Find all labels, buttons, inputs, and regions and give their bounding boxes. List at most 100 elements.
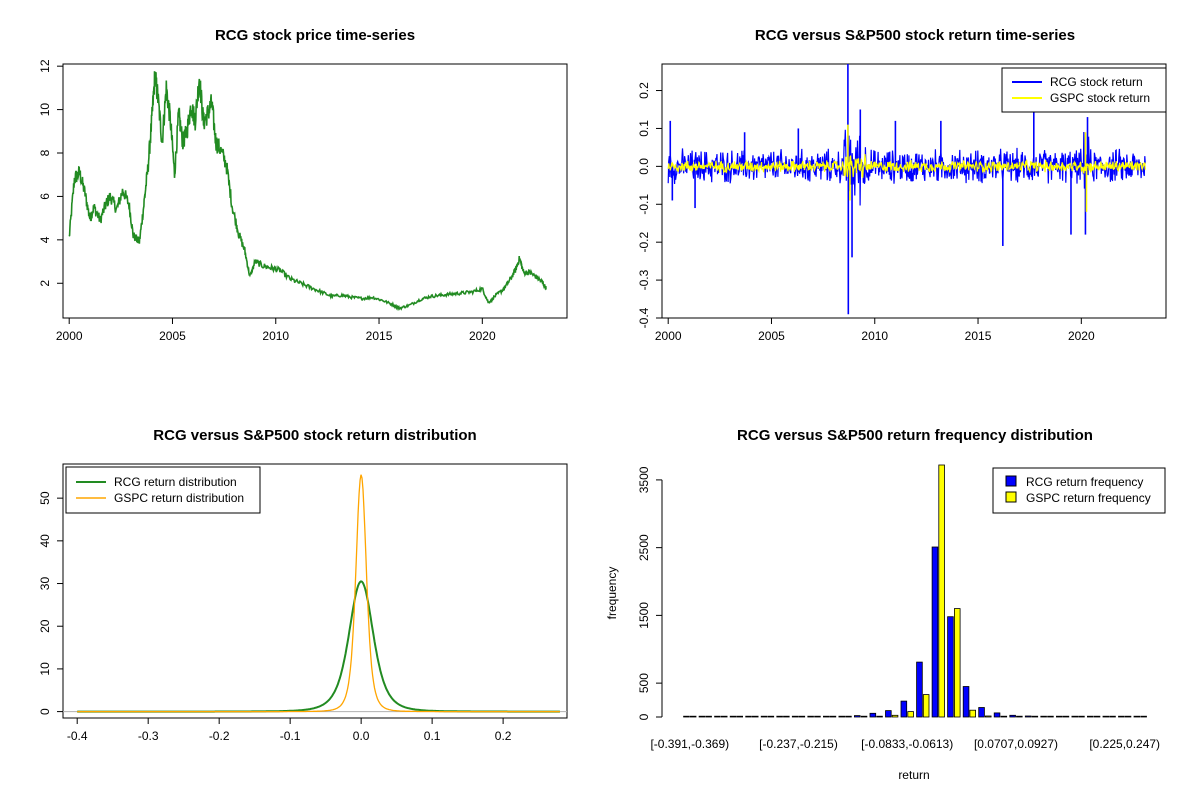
x-axis: -0.4 -0.3 -0.2 -0.1 0.0 0.1 0.2 bbox=[67, 717, 512, 743]
x-tick-label: -0.1 bbox=[280, 729, 301, 743]
legend-box bbox=[1001, 67, 1167, 113]
histogram-bar-gspc bbox=[721, 715, 728, 718]
x-tick-label: [-0.237,-0.215) bbox=[759, 737, 838, 751]
histogram-bar-rcg bbox=[1024, 715, 1032, 718]
y-tick-label: 50 bbox=[38, 491, 52, 505]
y-axis: -0.4 -0.3 -0.2 -0.1 0.0 0.1 0.2 bbox=[637, 82, 663, 328]
legend-label: RCG stock return bbox=[1050, 75, 1143, 89]
histogram-bar-gspc bbox=[798, 715, 806, 718]
histogram-bar-rcg bbox=[854, 715, 861, 718]
histogram-bar-gspc bbox=[689, 715, 697, 718]
histogram-bar-gspc bbox=[1031, 715, 1039, 718]
histogram-bar-rcg bbox=[947, 616, 954, 718]
series-layer bbox=[683, 464, 1147, 718]
x-tick-label: [-0.391,-0.369) bbox=[650, 737, 729, 751]
y-axis: 0 500 1500 2500 3500 bbox=[637, 466, 663, 720]
histogram-bar-rcg bbox=[1087, 715, 1094, 718]
histogram-bar-rcg bbox=[745, 715, 752, 718]
histogram-bar-rcg bbox=[807, 715, 814, 718]
chart-title: RCG versus S&P500 stock return distribut… bbox=[153, 427, 476, 444]
x-tick-label: 0.2 bbox=[495, 729, 512, 743]
histogram-bar-rcg bbox=[838, 715, 846, 718]
x-tick-label: [0.0707,0.0927) bbox=[974, 737, 1058, 751]
chart-title: RCG versus S&P500 stock return time-seri… bbox=[755, 27, 1075, 44]
y-tick-label: 2 bbox=[38, 280, 52, 287]
histogram-bar-gspc bbox=[922, 694, 930, 718]
legend-label: RCG return frequency bbox=[1026, 475, 1143, 489]
legend: RCG return distribution GSPC return dist… bbox=[65, 466, 261, 514]
x-tick-label: 0.1 bbox=[424, 729, 441, 743]
x-tick-label: -0.2 bbox=[209, 729, 230, 743]
y-tick-label: -0.2 bbox=[637, 232, 651, 253]
y-tick-label: 6 bbox=[38, 193, 52, 200]
histogram-bar-rcg bbox=[993, 712, 1001, 718]
y-tick-label: 0 bbox=[637, 713, 651, 720]
x-tick-label: 2000 bbox=[56, 329, 83, 343]
histogram-bar-rcg bbox=[1071, 715, 1079, 718]
histogram-bar-gspc bbox=[783, 715, 790, 718]
density-curve-gspc bbox=[77, 474, 560, 713]
y-tick-label: 12 bbox=[38, 59, 52, 73]
series-layer bbox=[667, 64, 1146, 315]
x-tick-label: -0.3 bbox=[138, 729, 159, 743]
y-tick-label: 8 bbox=[38, 149, 52, 156]
y-axis: 2 4 6 8 10 12 bbox=[38, 59, 64, 287]
histogram-bar-rcg bbox=[760, 715, 768, 718]
x-tick-label: 2010 bbox=[861, 329, 888, 343]
y-tick-label: -0.4 bbox=[637, 307, 651, 328]
histogram-bar-gspc bbox=[1078, 715, 1085, 718]
histogram-bar-rcg bbox=[1118, 715, 1125, 718]
histogram-bar-rcg bbox=[714, 715, 721, 718]
return-timeseries-panel: RCG versus S&P500 stock return time-seri… bbox=[637, 27, 1167, 343]
y-tick-label: 30 bbox=[38, 577, 52, 591]
series-layer bbox=[63, 474, 567, 713]
x-tick-label: 2015 bbox=[965, 329, 992, 343]
legend: RCG stock return GSPC stock return bbox=[1001, 67, 1167, 113]
legend-label: GSPC return distribution bbox=[114, 491, 244, 505]
histogram-bar-rcg bbox=[916, 661, 923, 718]
legend-box bbox=[65, 466, 261, 514]
histogram-bar-gspc bbox=[1093, 715, 1101, 718]
histogram-bar-gspc bbox=[876, 715, 883, 718]
histogram-bar-rcg bbox=[962, 686, 970, 718]
histogram-bar-rcg bbox=[698, 715, 706, 718]
histogram-bar-gspc bbox=[891, 714, 899, 718]
histogram-bar-gspc bbox=[860, 715, 868, 718]
histogram-bar-gspc bbox=[985, 715, 992, 718]
legend-box bbox=[992, 467, 1166, 514]
legend-swatch bbox=[1005, 491, 1017, 503]
histogram-bar-gspc bbox=[969, 709, 977, 718]
histogram-bar-rcg bbox=[885, 710, 892, 718]
y-tick-label: 0.0 bbox=[637, 158, 651, 175]
y-tick-label: 2500 bbox=[637, 534, 651, 561]
histogram-bar-gspc bbox=[1140, 715, 1147, 718]
y-tick-label: 10 bbox=[38, 103, 52, 117]
y-tick-label: 0.1 bbox=[637, 120, 651, 137]
x-tick-label: -0.4 bbox=[67, 729, 88, 743]
y-tick-label: 0 bbox=[38, 708, 52, 715]
histogram-bar-rcg bbox=[869, 712, 877, 718]
histogram-bar-rcg bbox=[823, 715, 830, 718]
x-tick-label: 2005 bbox=[159, 329, 186, 343]
histogram-bar-rcg bbox=[791, 715, 799, 718]
y-tick-label: 1500 bbox=[637, 602, 651, 629]
x-tick-label: 0.0 bbox=[353, 729, 370, 743]
histogram-bar-gspc bbox=[705, 715, 712, 718]
histogram-bar-rcg bbox=[1009, 714, 1016, 718]
x-tick-label: 2020 bbox=[469, 329, 496, 343]
histogram-bar-rcg bbox=[900, 700, 908, 718]
histogram-bar-gspc bbox=[1109, 715, 1116, 718]
density-curve-rcg bbox=[77, 580, 560, 713]
histogram-bar-gspc bbox=[1062, 715, 1070, 718]
y-tick-label: 0.2 bbox=[637, 82, 651, 99]
histogram-bar-gspc bbox=[1124, 715, 1132, 718]
series-line-rcg-price bbox=[68, 71, 547, 312]
histogram-bar-gspc bbox=[845, 715, 852, 718]
y-axis-label: frequency bbox=[605, 567, 619, 620]
histogram-bar-rcg bbox=[1040, 715, 1047, 718]
histogram-bar-gspc bbox=[907, 711, 914, 718]
series-layer bbox=[68, 71, 547, 312]
x-tick-label: 2015 bbox=[366, 329, 393, 343]
